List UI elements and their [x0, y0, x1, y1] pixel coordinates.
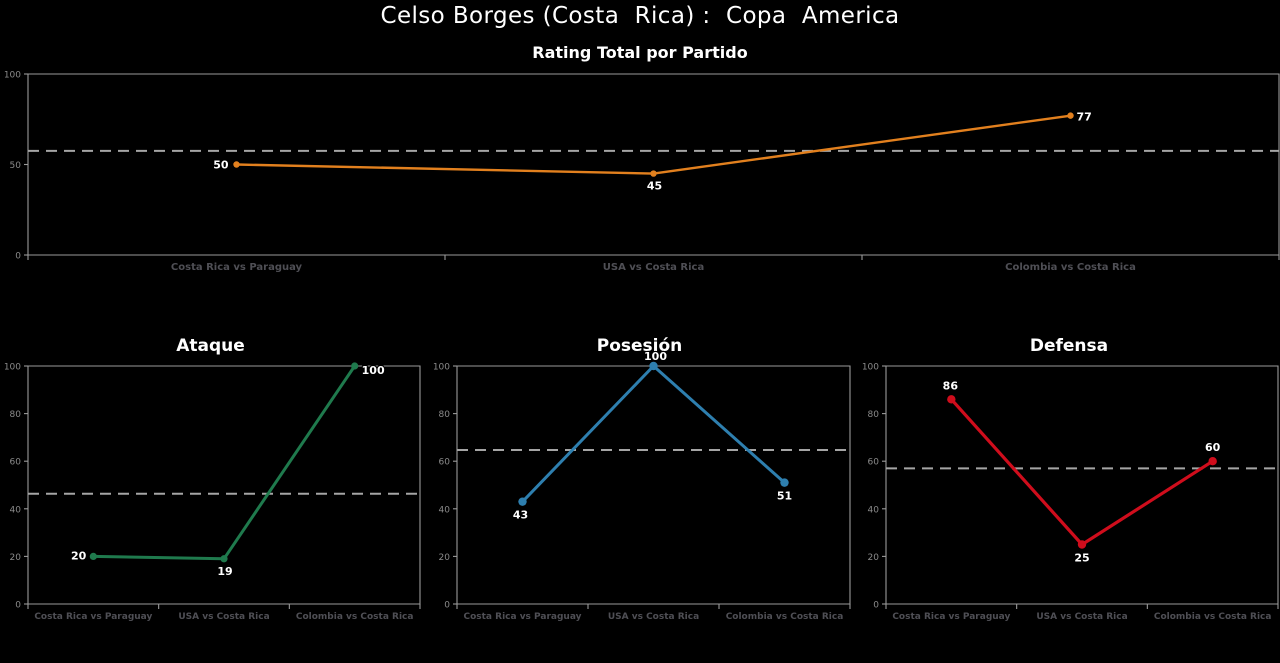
data-point-label: 77 [1077, 111, 1092, 124]
data-point-label: 43 [513, 509, 528, 522]
y-tick-label: 0 [15, 252, 21, 262]
series-line [235, 114, 1072, 175]
data-point-label: 25 [1074, 552, 1089, 565]
panel-defensa: Defensa 0 20 40 60 80 100 Costa Rica vs Paragu… [858, 336, 1280, 622]
x-tick-label: USA vs Costa Rica [608, 612, 699, 622]
data-point-label: 51 [777, 490, 792, 503]
panel-rating-total: 0 50 100 Costa Rica vs Paraguay USA vs Costa… [0, 66, 1280, 276]
ataque-plot: 0 20 40 60 80 100 Costa Rica vs Paraguay USA vs… [4, 362, 421, 622]
x-tick-label: Costa Rica vs Paraguay [892, 612, 1010, 622]
data-point-label: 100 [362, 364, 385, 377]
y-tick-label: 20 [868, 553, 880, 563]
y-tick-label: 80 [439, 410, 451, 420]
data-point-marker [650, 170, 657, 177]
posesion-title: Posesión [596, 336, 683, 356]
x-tick-label: USA vs Costa Rica [1036, 612, 1127, 622]
rating-total-plot: 0 50 100 Costa Rica vs Paraguay USA vs Costa… [4, 71, 1280, 273]
data-point-label: 60 [1205, 441, 1221, 454]
data-point-marker [518, 497, 527, 506]
data-point-marker [220, 555, 228, 563]
page-subtitle: Rating Total por Partido [532, 43, 748, 62]
y-tick-label: 0 [15, 601, 21, 611]
data-point-marker [1077, 540, 1087, 549]
x-tick-label: Colombia vs Costa Rica [1005, 262, 1136, 273]
page-title: Celso Borges (Costa Rica) : Copa America [380, 3, 900, 29]
y-tick-label: 100 [4, 71, 21, 81]
data-point-label: 100 [644, 350, 667, 363]
data-point-marker [351, 362, 359, 370]
x-tick-label: USA vs Costa Rica [603, 262, 704, 273]
y-tick-label: 80 [10, 410, 22, 420]
data-point-label: 45 [647, 180, 662, 193]
x-tick-label: Costa Rica vs Paraguay [463, 612, 581, 622]
posesion-plot: 0 20 40 60 80 100 Costa Rica vs Paraguay USA vs… [433, 349, 851, 622]
defensa-title: Defensa [1029, 336, 1109, 356]
data-point-label: 20 [71, 549, 87, 562]
x-tick-label: Costa Rica vs Paraguay [171, 262, 303, 273]
series-line [949, 397, 1215, 547]
series-line [521, 364, 786, 504]
data-point-marker [649, 361, 658, 371]
y-tick-label: 20 [10, 553, 22, 563]
data-point-label: 86 [943, 379, 959, 392]
y-tick-label: 40 [439, 505, 451, 515]
y-tick-label: 0 [873, 601, 879, 611]
y-tick-label: 50 [10, 161, 22, 171]
x-tick-label: Colombia vs Costa Rica [1154, 612, 1272, 622]
y-tick-label: 60 [868, 458, 880, 468]
ataque-title: Ataque [176, 336, 245, 356]
y-tick-label: 40 [10, 505, 22, 515]
y-tick-label: 40 [868, 505, 880, 515]
data-point-label: 50 [213, 159, 229, 172]
y-tick-label: 60 [439, 458, 451, 468]
panel-ataque: Ataque 0 20 40 60 80 100 Costa Rica vs Paragua… [0, 336, 421, 622]
y-tick-label: 0 [444, 601, 450, 611]
data-point-marker [780, 478, 789, 487]
x-tick-label: Costa Rica vs Paraguay [34, 612, 152, 622]
x-tick-label: USA vs Costa Rica [178, 612, 269, 622]
data-point-marker [947, 395, 956, 404]
x-tick-label: Colombia vs Costa Rica [726, 612, 844, 622]
data-point-marker [1208, 457, 1217, 466]
data-point-marker [89, 552, 97, 560]
data-point-label: 19 [217, 565, 232, 578]
series-line [91, 364, 357, 561]
y-tick-label: 60 [10, 458, 22, 468]
y-tick-label: 100 [4, 363, 21, 373]
panel-posesion: Posesión 0 20 40 60 80 100 Costa Rica vs Parag… [429, 336, 851, 622]
y-tick-label: 100 [433, 363, 450, 373]
y-tick-label: 100 [862, 363, 879, 373]
data-point-marker [233, 161, 240, 168]
x-tick-label: Colombia vs Costa Rica [296, 612, 414, 622]
defensa-plot: 0 20 40 60 80 100 Costa Rica vs Paraguay USA vs… [862, 363, 1279, 622]
data-point-marker [1067, 112, 1074, 119]
y-tick-label: 80 [868, 410, 880, 420]
y-tick-label: 20 [439, 553, 451, 563]
